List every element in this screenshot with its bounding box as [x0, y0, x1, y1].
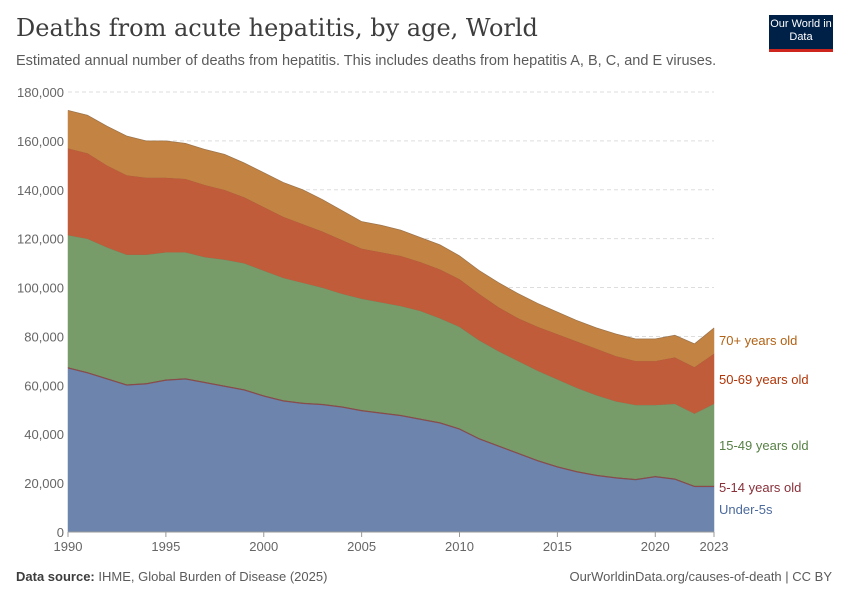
y-tick-label: 140,000	[17, 183, 64, 198]
chart-subtitle: Estimated annual number of deaths from h…	[16, 53, 717, 69]
source-label: Data source:	[16, 569, 95, 584]
chart-title: Deaths from acute hepatitis, by age, Wor…	[16, 14, 538, 42]
x-tick-label: 2005	[347, 539, 376, 554]
source-text: IHME, Global Burden of Disease (2025)	[98, 569, 328, 584]
y-tick-label: 120,000	[17, 232, 64, 247]
x-tick-label: 1990	[54, 539, 83, 554]
x-tick-label: 2010	[445, 539, 474, 554]
x-tick-label: 2015	[543, 539, 572, 554]
y-tick-label: 80,000	[24, 329, 64, 344]
y-tick-label: 100,000	[17, 281, 64, 296]
x-tick-label: 1995	[151, 539, 180, 554]
series-label-70plus: 70+ years old	[719, 333, 798, 348]
owid-logo[interactable]: Our World in Data	[769, 15, 833, 52]
y-tick-label: 160,000	[17, 134, 64, 149]
series-label-15-49: 15-49 years old	[719, 438, 809, 453]
y-tick-label: 20,000	[24, 476, 64, 491]
y-tick-label: 180,000	[17, 85, 64, 100]
x-tick-label: 2000	[249, 539, 278, 554]
series-label-5-14: 5-14 years old	[719, 480, 802, 495]
area-top-line	[67, 109, 715, 345]
area-70-years-old	[67, 110, 715, 368]
credit-link[interactable]: OurWorldinData.org/causes-of-death | CC …	[569, 569, 832, 584]
series-label-50-69: 50-69 years old	[719, 372, 809, 387]
y-tick-label: 60,000	[24, 378, 64, 393]
y-tick-label: 40,000	[24, 427, 64, 442]
x-tick-label: 2020	[641, 539, 670, 554]
series-label-under5: Under-5s	[719, 502, 773, 517]
x-tick-label: 2023	[700, 539, 729, 554]
y-tick-label: 0	[57, 525, 64, 540]
data-source: Data source: IHME, Global Burden of Dise…	[16, 569, 327, 584]
